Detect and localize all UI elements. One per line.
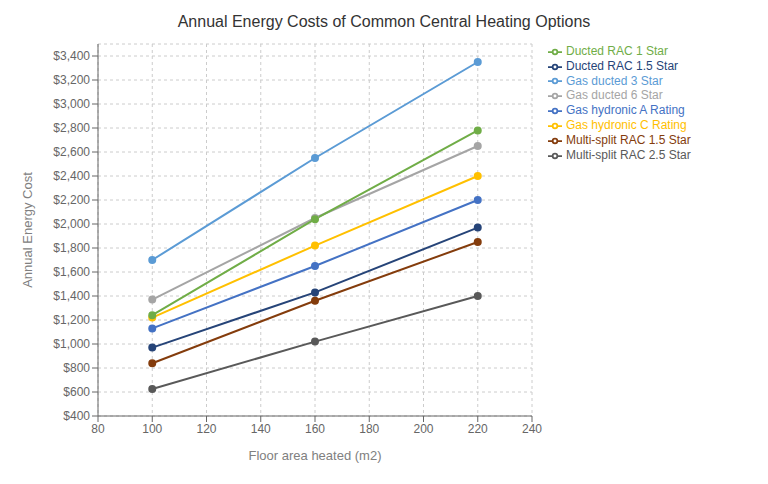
svg-text:Annual Energy Cost: Annual Energy Cost bbox=[20, 172, 35, 288]
svg-text:160: 160 bbox=[305, 422, 325, 436]
svg-text:120: 120 bbox=[196, 422, 216, 436]
svg-text:$1,600: $1,600 bbox=[53, 265, 90, 279]
html-text:Gas ducted 6 Star: Gas ducted 6 Star bbox=[566, 88, 663, 103]
svg-text:$3,400: $3,400 bbox=[53, 49, 90, 63]
html-text:Annual Energy Costs of Common: Annual Energy Costs of Common Central He… bbox=[177, 13, 591, 30]
svg-text:$2,800: $2,800 bbox=[53, 121, 90, 135]
svg-text:$800: $800 bbox=[63, 361, 90, 375]
svg-text:$2,400: $2,400 bbox=[53, 169, 90, 183]
svg-text:$2,000: $2,000 bbox=[53, 217, 90, 231]
svg-text:$1,000: $1,000 bbox=[53, 337, 90, 351]
svg-text:80: 80 bbox=[91, 422, 105, 436]
svg-text:$1,200: $1,200 bbox=[53, 313, 90, 327]
html-text:Ducted RAC 1.5 Star: Ducted RAC 1.5 Star bbox=[566, 58, 679, 73]
svg-text:$3,000: $3,000 bbox=[53, 97, 90, 111]
svg-text:180: 180 bbox=[359, 422, 379, 436]
svg-text:140: 140 bbox=[251, 422, 271, 436]
html-text:Gas ducted 3 Star: Gas ducted 3 Star bbox=[566, 73, 663, 88]
svg-text:$2,600: $2,600 bbox=[53, 145, 90, 159]
svg-text:$2,200: $2,200 bbox=[53, 193, 90, 207]
svg-text:$600: $600 bbox=[63, 385, 90, 399]
html-text:Multi-split RAC 1.5 Star: Multi-split RAC 1.5 Star bbox=[566, 133, 691, 147]
svg-text:$400: $400 bbox=[63, 409, 90, 423]
svg-text:220: 220 bbox=[468, 422, 488, 436]
svg-text:$3,200: $3,200 bbox=[53, 73, 90, 87]
html-text:Gas hydronic A Rating: Gas hydronic A Rating bbox=[566, 103, 685, 118]
html-text:Gas hydronic C Rating: Gas hydronic C Rating bbox=[566, 118, 687, 133]
html-text:Multi-split RAC 2.5 Star: Multi-split RAC 2.5 Star bbox=[566, 147, 691, 162]
html-text:Ducted RAC 1 Star: Ducted RAC 1 Star bbox=[566, 44, 668, 58]
svg-text:$1,400: $1,400 bbox=[53, 289, 90, 303]
svg-text:100: 100 bbox=[142, 422, 162, 436]
svg-text:$1,800: $1,800 bbox=[53, 241, 90, 255]
svg-text:200: 200 bbox=[413, 422, 433, 436]
svg-text:240: 240 bbox=[522, 422, 542, 436]
svg-text:Floor area heated (m2): Floor area heated (m2) bbox=[249, 448, 382, 463]
